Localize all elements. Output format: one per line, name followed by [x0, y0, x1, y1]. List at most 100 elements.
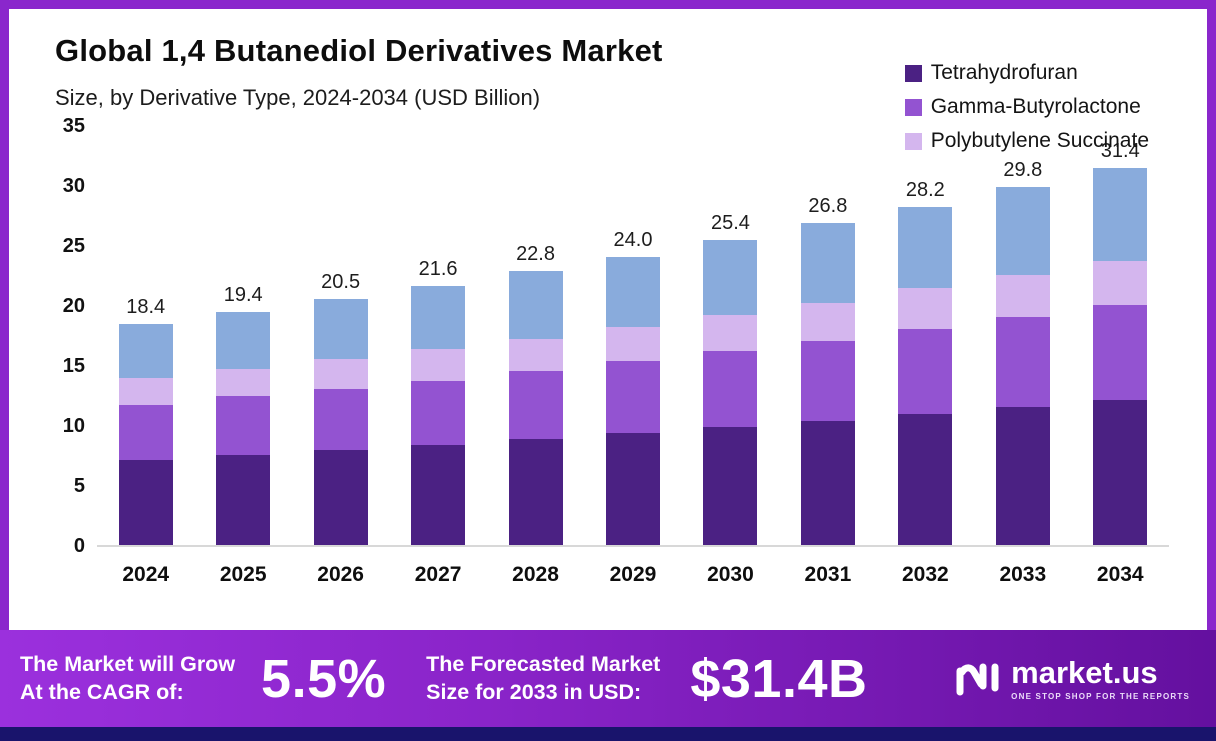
bar-group-2025: 19.4: [194, 127, 291, 545]
legend-label: Tetrahydrofuran: [930, 61, 1078, 84]
bar-segment-polybutylene-succinate: [898, 288, 953, 330]
bar-segment-tetrahydrofuran: [508, 439, 563, 545]
bar-segment-tetrahydrofuran: [118, 459, 173, 545]
legend-label: Polybutylene Succinate: [930, 129, 1149, 152]
bar-total-label: 24.0: [613, 229, 653, 252]
y-axis-tick-label: 35: [62, 115, 85, 137]
bar-stack: [898, 206, 953, 545]
bar-group-2027: 21.6: [389, 127, 486, 545]
legend-item: Polybutylene Succinate: [904, 129, 1149, 153]
x-axis-label-2027: 2027: [414, 563, 462, 586]
bar-stack: [800, 223, 855, 545]
bar-segment-gamma-butyrolactone: [898, 329, 953, 415]
bar-segment-others: [118, 324, 173, 379]
marketus-brand: market.us ONE STOP SHOP FOR THE REPORTS: [953, 657, 1196, 701]
y-axis-tick-label: 30: [62, 175, 85, 197]
page-subtitle: Size, by Derivative Type, 2024-2034 (USD…: [55, 85, 541, 110]
bar-total-label: 20.5: [321, 271, 361, 294]
bar-group-2031: 26.8: [779, 127, 876, 545]
bar-stack: [313, 299, 368, 545]
bar-segment-polybutylene-succinate: [508, 338, 563, 372]
x-axis-label-2034: 2034: [1096, 563, 1144, 586]
bar-total-label: 22.8: [516, 243, 555, 266]
bar-stack: [411, 285, 466, 545]
bar-segment-polybutylene-succinate: [995, 275, 1050, 317]
footer-banner: The Market will Grow At the CAGR of: 5.5…: [0, 630, 1216, 727]
cagr-label-line1: The Market will Grow: [20, 651, 236, 676]
chart-legend: Tetrahydrofuran Gamma-Butyrolactone Polybu…: [904, 61, 1149, 153]
legend-label: Gamma-Butyrolactone: [930, 95, 1141, 118]
plot-area: 18.4 19.4 20.5 21.6 22.8 24.0 25.4 26.8 28.2 29.8…: [97, 127, 1169, 547]
x-axis-row: 2024 2025 2026 2027 2028 2029 2030 2031 2032 2033…: [47, 547, 1169, 587]
bar-total-label: 18.4: [126, 296, 166, 319]
legend-item: Gamma-Butyrolactone: [904, 95, 1149, 119]
x-axis-label-2030: 2030: [707, 563, 754, 586]
marketus-logo-icon: [956, 663, 999, 695]
bar-total-label: 19.4: [223, 284, 263, 307]
bar-segment-tetrahydrofuran: [313, 450, 368, 545]
bar-total-label: 21.6: [418, 257, 458, 280]
x-axis-label-2028: 2028: [512, 563, 559, 586]
x-axis-label-2029: 2029: [609, 563, 657, 586]
bar-segment-polybutylene-succinate: [703, 314, 758, 351]
cagr-label: The Market will Grow At the CAGR of:: [20, 651, 235, 707]
bar-segment-polybutylene-succinate: [118, 378, 173, 405]
x-axis-label-2032: 2032: [901, 563, 949, 586]
brand-text: market.us ONE STOP SHOP FOR THE REPORTS: [1011, 657, 1190, 701]
legend-swatch: [904, 64, 922, 82]
bar-stack: [118, 324, 173, 545]
bar-segment-gamma-butyrolactone: [508, 371, 563, 440]
bar-segment-tetrahydrofuran: [1093, 399, 1148, 545]
bar-segment-polybutylene-succinate: [800, 302, 855, 342]
bar-stack: [703, 240, 758, 545]
bar-segment-others: [411, 285, 466, 350]
bar-total-label: 31.4: [1100, 140, 1140, 163]
bar-group-2028: 22.8: [487, 127, 584, 545]
forecast-label: The Forecasted Market Size for 2033 in U…: [426, 651, 660, 707]
y-axis-tick-label: 0: [73, 535, 85, 557]
bar-segment-tetrahydrofuran: [800, 421, 855, 545]
forecast-value: $31.4B: [690, 648, 868, 709]
bar-group-2032: 28.2: [877, 127, 974, 545]
y-axis-tick-label: 10: [62, 415, 85, 437]
bar-total-label: 26.8: [808, 195, 848, 218]
brand-tagline: ONE STOP SHOP FOR THE REPORTS: [1011, 691, 1190, 701]
brand-name: market.us: [1011, 654, 1158, 690]
bar-segment-others: [216, 312, 271, 369]
x-axis-spacer: [47, 547, 97, 587]
bar-stack: [508, 271, 563, 545]
bar-segment-polybutylene-succinate: [411, 349, 466, 381]
x-axis-label-2026: 2026: [317, 563, 364, 586]
bar-segment-polybutylene-succinate: [216, 368, 271, 397]
bar-segment-gamma-butyrolactone: [605, 361, 660, 434]
bar-segment-others: [898, 206, 953, 289]
bar-segment-tetrahydrofuran: [995, 407, 1050, 545]
bar-segment-gamma-butyrolactone: [118, 404, 173, 460]
legend-swatch: [904, 98, 922, 116]
cagr-value: 5.5%: [261, 648, 387, 709]
bar-segment-gamma-butyrolactone: [411, 380, 466, 446]
bar-total-label: 25.4: [710, 212, 750, 235]
x-axis-label-2031: 2031: [804, 563, 852, 586]
bar-stack: [1093, 168, 1148, 545]
bar-stack: [605, 257, 660, 545]
bar-group-2033: 29.8: [974, 127, 1071, 545]
y-axis-tick-label: 25: [62, 235, 85, 257]
bar-stack: [216, 312, 271, 545]
bar-group-2026: 20.5: [292, 127, 389, 545]
bar-segment-polybutylene-succinate: [605, 326, 660, 362]
bar-group-2030: 25.4: [682, 127, 779, 545]
y-axis-tick-label: 20: [62, 295, 85, 317]
legend-swatch: [904, 132, 922, 150]
bar-segment-others: [703, 240, 758, 315]
bar-segment-gamma-butyrolactone: [995, 317, 1050, 407]
bar-segment-gamma-butyrolactone: [800, 341, 855, 422]
bar-total-label: 29.8: [1003, 159, 1043, 182]
bar-segment-gamma-butyrolactone: [703, 350, 758, 428]
y-axis-tick-label: 15: [62, 355, 85, 377]
forecast-label-line2: Size for 2033 in USD:: [426, 679, 642, 704]
bar-segment-others: [313, 299, 368, 360]
bar-segment-others: [508, 271, 563, 339]
bar-segment-gamma-butyrolactone: [313, 389, 368, 451]
